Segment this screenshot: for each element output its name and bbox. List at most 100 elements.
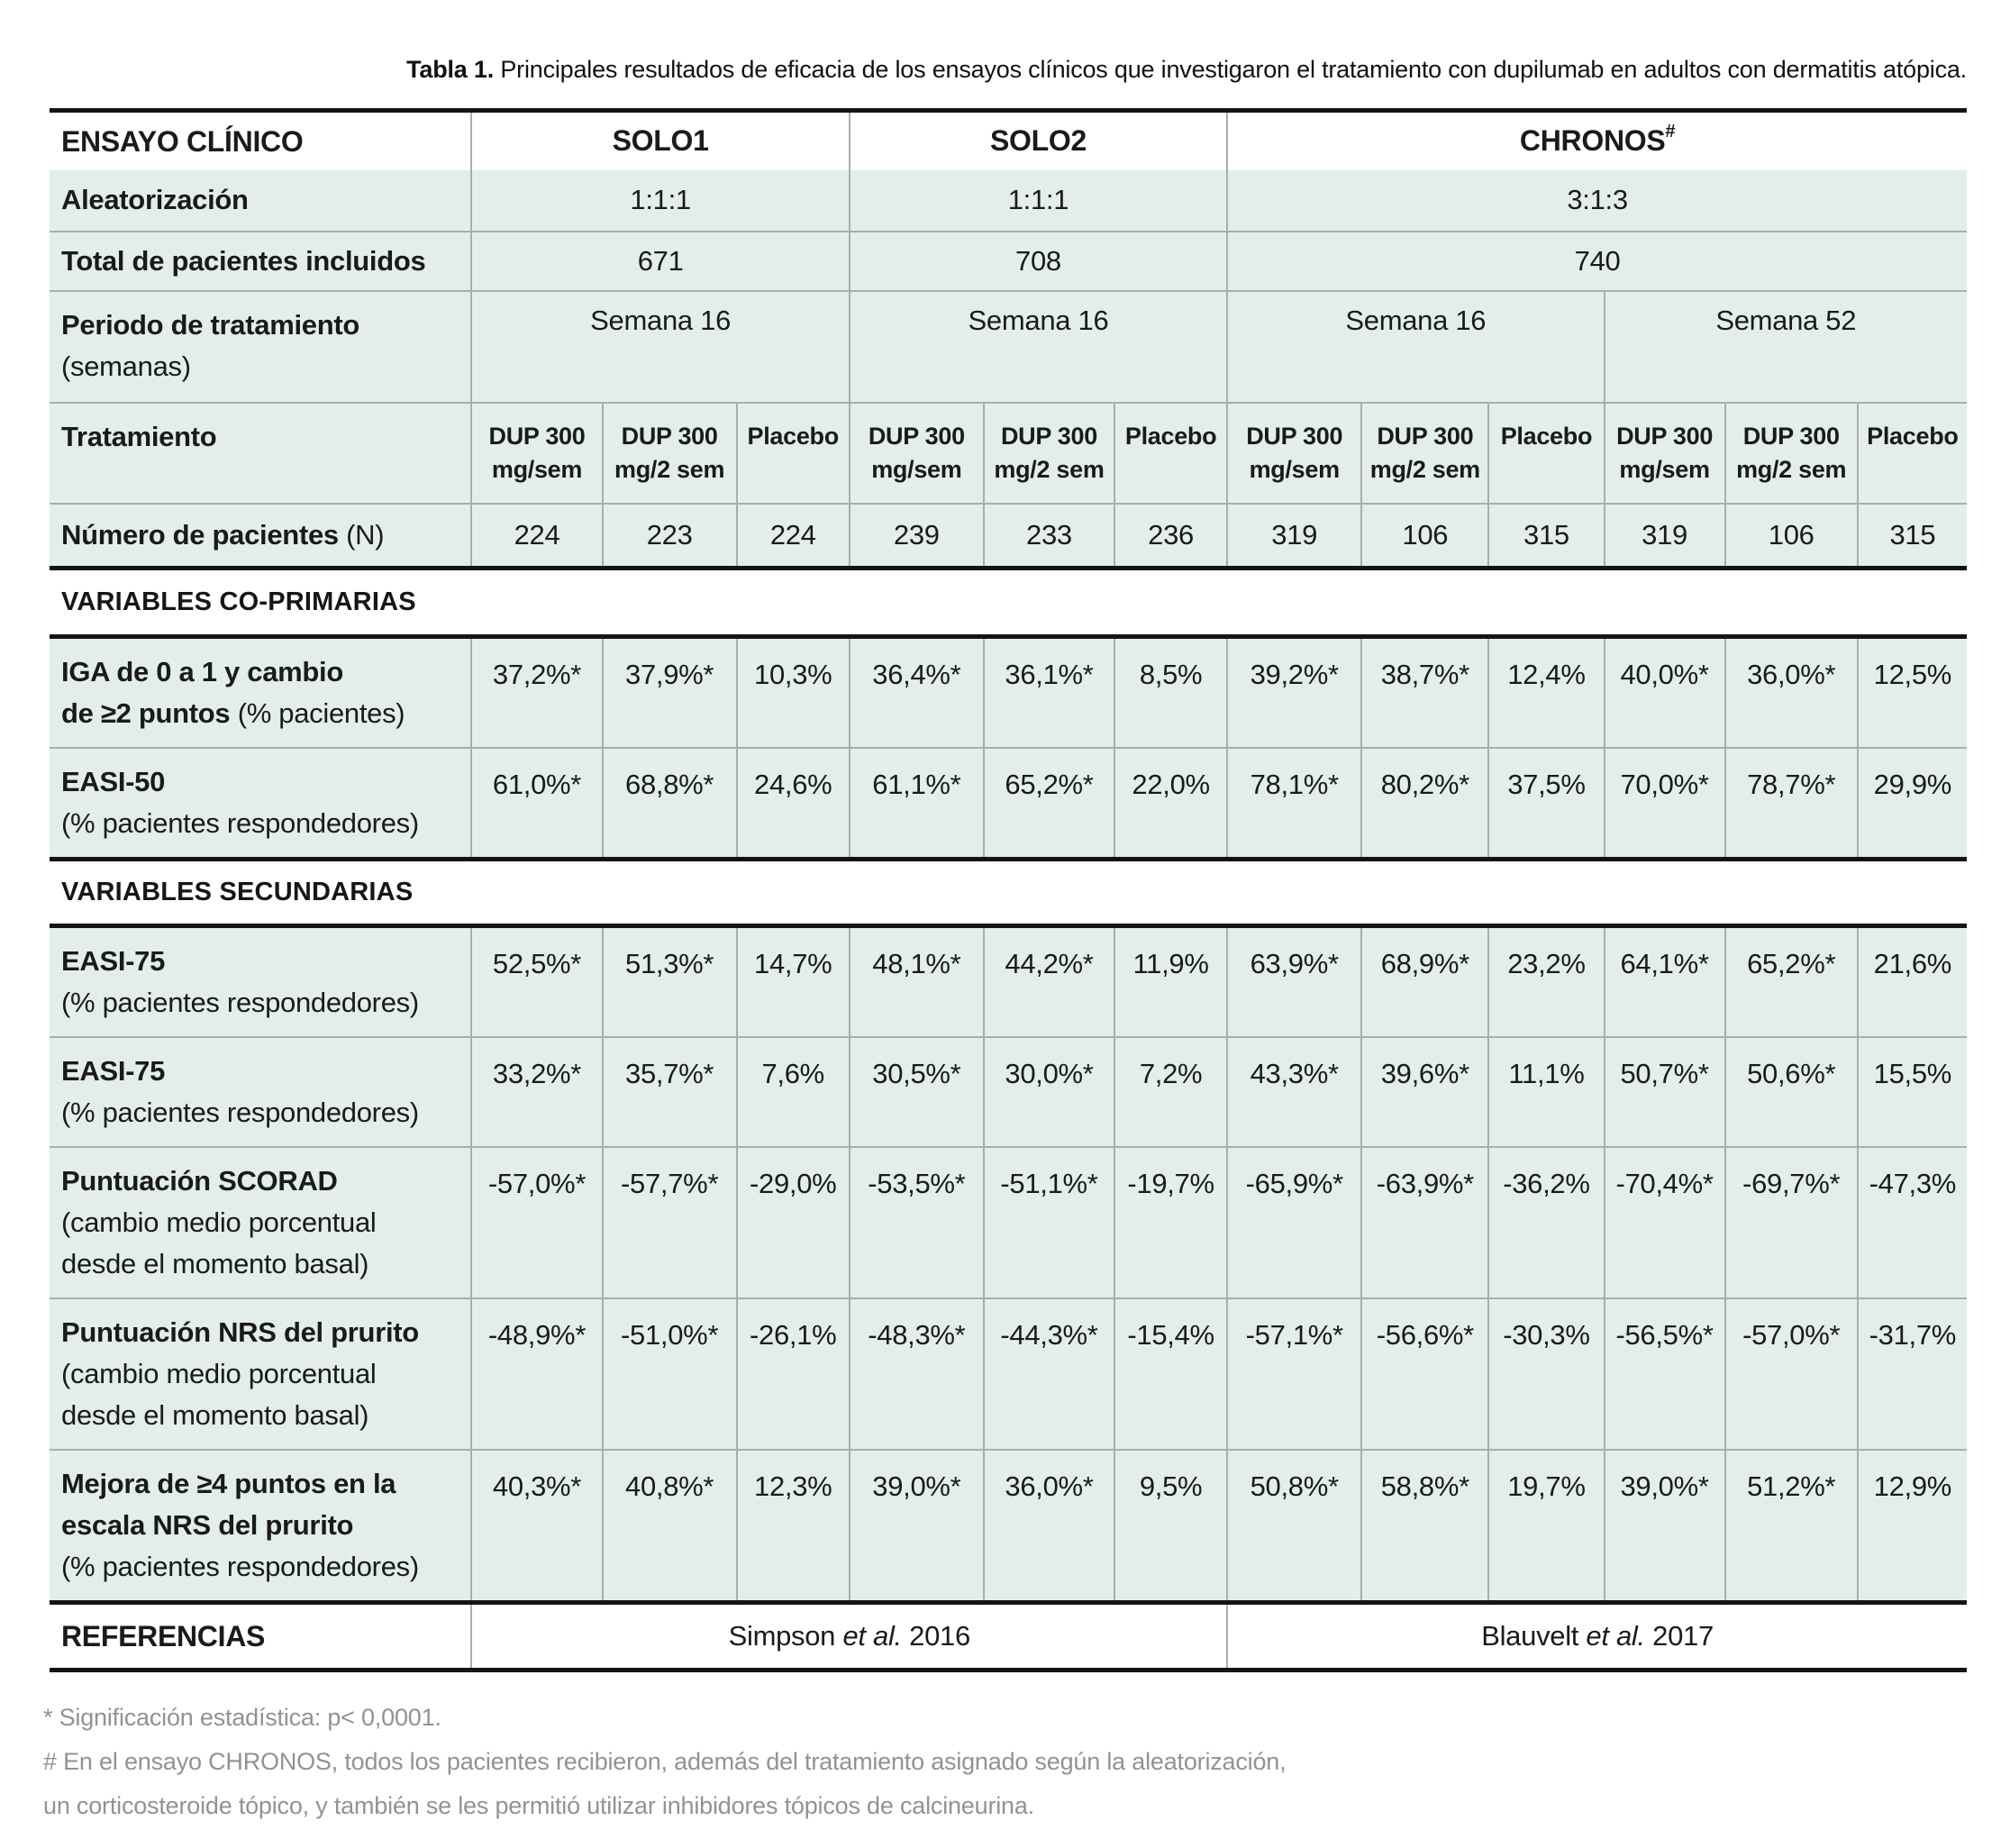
value-cell: -48,9%* xyxy=(470,1297,603,1450)
treatment-line2: mg/2 sem xyxy=(614,455,725,483)
table-row-mejora-nrs: Mejora de ≥4 puntos en la escala NRS del… xyxy=(50,1449,1967,1603)
header-solo2: SOLO2 xyxy=(848,108,1228,170)
row-label-scorad: Puntuación SCORAD (cambio medio porcentu… xyxy=(50,1146,472,1298)
value-cell: 30,5%* xyxy=(848,1036,984,1147)
header-chronos-footnote-mark: # xyxy=(1665,121,1676,141)
header-solo1: SOLO1 xyxy=(470,108,850,170)
row-label-total-pacientes: Total de pacientes incluidos xyxy=(50,230,472,291)
value-cell: 12,4% xyxy=(1487,636,1605,748)
treatment-column-header: DUP 300 mg/2 sem xyxy=(1724,401,1858,504)
row-tratamiento: Tratamiento DUP 300 mg/sem DUP 300 mg/2 … xyxy=(50,401,1967,504)
treatment-line2: mg/sem xyxy=(871,455,962,483)
value-cell: 39,6%* xyxy=(1360,1036,1489,1147)
treatment-column-header: DUP 300 mg/2 sem xyxy=(601,401,737,504)
value-cell: 64,1%* xyxy=(1603,925,1725,1037)
value-cell: 78,7%* xyxy=(1724,747,1858,860)
total-chronos: 740 xyxy=(1226,230,1967,291)
value-cell: -69,7%* xyxy=(1724,1146,1858,1298)
row-label-easi50: EASI-50 (% pacientes respondedores) xyxy=(50,747,472,860)
value-cell: 22,0% xyxy=(1114,747,1228,860)
row-label-easi75: EASI-75 (% pacientes respondedores) xyxy=(50,925,472,1037)
aleatorizacion-solo1: 1:1:1 xyxy=(470,169,850,232)
value-cell: 58,8%* xyxy=(1360,1449,1489,1603)
table-row-easi75: EASI-75 (% pacientes respondedores) 52,5… xyxy=(50,925,1967,1037)
numero-value-cell: 106 xyxy=(1724,502,1858,569)
value-cell: 24,6% xyxy=(735,747,850,860)
numero-value-cell: 239 xyxy=(848,502,984,569)
value-cell: 37,2%* xyxy=(470,636,603,748)
table-caption: Tabla 1. Principales resultados de efica… xyxy=(50,54,1967,85)
header-chronos: CHRONOS# xyxy=(1226,108,1967,170)
treatment-line1: Placebo xyxy=(1500,422,1593,450)
value-cell: -57,1%* xyxy=(1226,1297,1362,1450)
value-cell: 29,9% xyxy=(1856,747,1967,860)
row-label-mejora-nrs: Mejora de ≥4 puntos en la escala NRS del… xyxy=(50,1449,472,1603)
treatment-column-header: Placebo xyxy=(1487,401,1605,504)
value-cell: 78,1%* xyxy=(1226,747,1362,860)
treatment-line1: DUP 300 xyxy=(1742,422,1840,450)
treatment-line1: DUP 300 xyxy=(488,422,586,450)
treatment-line1: DUP 300 xyxy=(1000,422,1097,450)
value-cell: -31,7% xyxy=(1856,1297,1967,1450)
row-label-referencias: REFERENCIAS xyxy=(50,1600,472,1672)
table-caption-text: Principales resultados de eficacia de lo… xyxy=(494,56,1967,83)
value-cell: 52,5%* xyxy=(470,925,603,1037)
row-aleatorizacion: Aleatorización 1:1:1 1:1:1 3:1:3 xyxy=(50,169,1967,232)
periodo-solo2: Semana 16 xyxy=(848,289,1228,403)
aleatorizacion-chronos: 3:1:3 xyxy=(1226,169,1967,232)
value-cell: 61,1%* xyxy=(848,747,984,860)
value-cell: -53,5%* xyxy=(848,1146,984,1298)
value-cell: -51,0%* xyxy=(601,1297,737,1450)
section-secundarias: VARIABLES SECUNDARIAS xyxy=(50,857,1967,928)
value-cell: -29,0% xyxy=(735,1146,850,1298)
value-cell: 38,7%* xyxy=(1360,636,1489,748)
value-cell: 39,0%* xyxy=(848,1449,984,1603)
value-cell: 36,1%* xyxy=(982,636,1115,748)
value-cell: -51,1%* xyxy=(982,1146,1115,1298)
reference-solo: Simpson et al. 2016 xyxy=(470,1600,1228,1672)
value-cell: -56,5%* xyxy=(1603,1297,1725,1450)
header-chronos-label: CHRONOS xyxy=(1519,124,1666,158)
section-coprimarias-label: VARIABLES CO-PRIMARIAS xyxy=(50,566,1967,639)
value-cell: 11,9% xyxy=(1114,925,1228,1037)
value-cell: 8,5% xyxy=(1114,636,1228,748)
value-cell: -48,3%* xyxy=(848,1297,984,1450)
treatment-line2: mg/sem xyxy=(1619,455,1710,483)
value-cell: -30,3% xyxy=(1487,1297,1605,1450)
value-cell: 44,2%* xyxy=(982,925,1115,1037)
footnote-significance: * Significación estadística: p< 0,0001. xyxy=(43,1704,441,1731)
treatment-line2: mg/2 sem xyxy=(994,455,1105,483)
value-cell: 68,9%* xyxy=(1360,925,1489,1037)
value-cell: 50,7%* xyxy=(1603,1036,1725,1147)
table-row-iga: IGA de 0 a 1 y cambio de ≥2 puntos (% pa… xyxy=(50,636,1967,748)
row-label-nrs-prurito: Puntuación NRS del prurito (cambio medio… xyxy=(50,1297,472,1450)
row-periodo-tratamiento: Periodo de tratamiento (semanas) Semana … xyxy=(50,289,1967,403)
total-solo2: 708 xyxy=(848,230,1228,291)
table-row-easi50: EASI-50 (% pacientes respondedores) 61,0… xyxy=(50,747,1967,860)
value-cell: 65,2%* xyxy=(982,747,1115,860)
value-cell: 70,0%* xyxy=(1603,747,1725,860)
value-cell: 63,9%* xyxy=(1226,925,1362,1037)
value-cell: 65,2%* xyxy=(1724,925,1858,1037)
value-cell: 39,0%* xyxy=(1603,1449,1725,1603)
value-cell: 50,6%* xyxy=(1724,1036,1858,1147)
table-row-nrs-prurito: Puntuación NRS del prurito (cambio medio… xyxy=(50,1297,1967,1450)
value-cell: 15,5% xyxy=(1856,1036,1967,1147)
value-cell: 50,8%* xyxy=(1226,1449,1362,1603)
value-cell: 36,0%* xyxy=(982,1449,1115,1603)
table-caption-number: Tabla 1. xyxy=(406,56,495,83)
table-row-easi75-b: EASI-75 (% pacientes respondedores) 33,2… xyxy=(50,1036,1967,1147)
footnotes: * Significación estadística: p< 0,0001. … xyxy=(43,1696,2010,1828)
numero-value-cell: 319 xyxy=(1226,502,1362,569)
treatment-column-header: DUP 300 mg/2 sem xyxy=(1360,401,1489,504)
treatment-column-header: DUP 300 mg/2 sem xyxy=(982,401,1115,504)
header-row: ENSAYO CLÍNICO SOLO1 SOLO2 CHRONOS# xyxy=(50,108,1967,170)
treatment-line1: DUP 300 xyxy=(1377,422,1474,450)
row-total-pacientes: Total de pacientes incluidos 671 708 740 xyxy=(50,230,1967,291)
numero-value-cell: 319 xyxy=(1603,502,1725,569)
value-cell: 12,9% xyxy=(1856,1449,1967,1603)
numero-value-cell: 106 xyxy=(1360,502,1489,569)
value-cell: -44,3%* xyxy=(982,1297,1115,1450)
periodo-solo1: Semana 16 xyxy=(470,289,850,403)
row-numero-pacientes: Número de pacientes (N) 224 223 224 239 233 2… xyxy=(50,502,1967,569)
